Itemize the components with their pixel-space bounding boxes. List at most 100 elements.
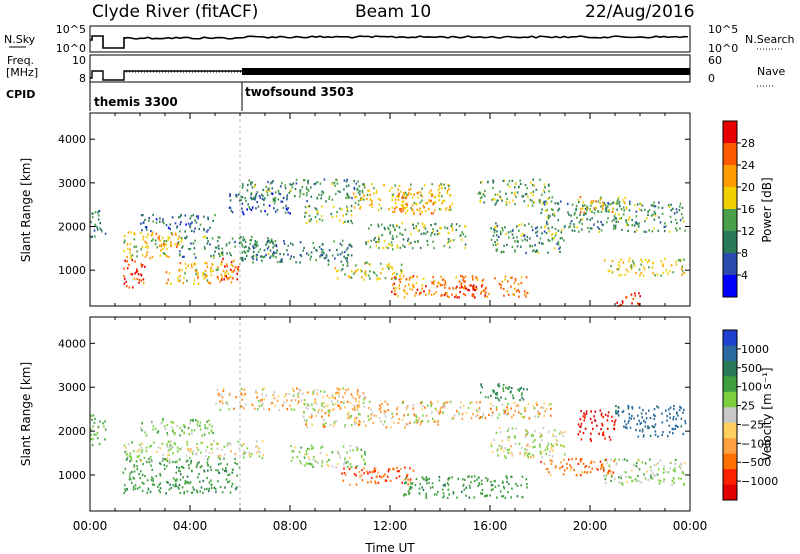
power-cell xyxy=(251,186,254,189)
power-cell xyxy=(401,270,403,273)
power-cell xyxy=(203,227,205,230)
power-cell xyxy=(495,248,498,251)
velocity-cell xyxy=(384,400,387,403)
velocity-cell xyxy=(438,412,441,415)
velocity-cell xyxy=(136,455,139,458)
power-cell xyxy=(681,206,684,209)
power-cell xyxy=(660,260,662,263)
power-cell xyxy=(96,226,99,229)
velocity-cell xyxy=(653,464,656,467)
velocity-cell xyxy=(525,478,528,481)
power-cell xyxy=(308,214,311,217)
power-cell xyxy=(243,238,246,241)
velocity-cell xyxy=(473,496,476,499)
velocity-cell xyxy=(305,419,308,422)
power-cell xyxy=(517,240,519,243)
power-cell xyxy=(345,196,347,200)
velocity-cell xyxy=(153,483,155,486)
power-cell xyxy=(547,227,550,230)
power-cell xyxy=(140,274,143,277)
velocity-cell xyxy=(364,453,366,456)
power-cell xyxy=(171,233,174,236)
velocity-cell xyxy=(168,458,171,461)
velocity-cell xyxy=(507,451,510,455)
power-cell xyxy=(634,230,636,233)
power-cell xyxy=(632,297,635,300)
velocity-cell xyxy=(163,458,166,461)
colorbar-tick-label: 25 xyxy=(741,400,755,413)
power-cell xyxy=(365,274,368,277)
power-cell xyxy=(502,288,505,291)
velocity-cell xyxy=(633,464,635,467)
velocity-cell xyxy=(677,414,679,417)
velocity-cell xyxy=(125,450,128,453)
power-cell xyxy=(532,194,534,197)
velocity-cell xyxy=(225,467,227,470)
power-cell xyxy=(289,189,292,192)
power-cell xyxy=(680,212,683,216)
power-cell xyxy=(281,182,283,185)
velocity-cell xyxy=(361,456,363,459)
velocity-cell xyxy=(161,420,164,423)
power-cell xyxy=(496,199,498,202)
velocity-cell xyxy=(606,471,609,474)
power-cell xyxy=(417,229,420,232)
power-cell xyxy=(540,242,543,245)
power-cell xyxy=(194,263,197,266)
power-cell xyxy=(162,247,164,250)
power-cell xyxy=(570,214,572,217)
power-cell xyxy=(204,269,207,272)
power-cell xyxy=(259,248,262,251)
power-cell xyxy=(271,187,274,190)
power-cell xyxy=(179,215,182,218)
power-cell xyxy=(531,245,534,248)
velocity-cell xyxy=(562,473,565,476)
power-cell xyxy=(195,270,198,273)
power-cell xyxy=(229,193,231,196)
velocity-cell xyxy=(364,424,367,427)
velocity-cell xyxy=(199,466,202,469)
velocity-cell xyxy=(626,459,628,462)
power-cell xyxy=(256,258,258,261)
velocity-cell xyxy=(346,413,349,416)
power-cell xyxy=(432,283,435,286)
velocity-cell xyxy=(435,409,438,412)
power-cell xyxy=(635,215,638,218)
power-cell xyxy=(543,203,546,206)
velocity-cell xyxy=(201,465,203,468)
power-cell xyxy=(192,214,195,217)
velocity-cell xyxy=(623,425,625,428)
velocity-cell xyxy=(575,457,577,460)
power-cell xyxy=(597,226,599,229)
power-cell xyxy=(357,191,360,194)
power-cell xyxy=(388,208,390,211)
velocity-cell xyxy=(174,485,176,488)
velocity-cell xyxy=(514,442,517,445)
velocity-cell xyxy=(579,418,582,421)
power-cell xyxy=(255,256,258,259)
power-cell xyxy=(411,204,414,207)
velocity-cell xyxy=(199,428,202,431)
power-cell xyxy=(307,180,309,184)
velocity-cell xyxy=(136,450,139,453)
power-cell xyxy=(133,238,136,241)
velocity-cell xyxy=(311,393,314,396)
velocity-cell xyxy=(196,462,199,465)
velocity-cell xyxy=(367,481,369,484)
power-cell xyxy=(226,265,228,268)
velocity-cell xyxy=(243,450,245,453)
power-cell xyxy=(254,198,256,201)
velocity-cell xyxy=(581,471,583,474)
power-cell xyxy=(279,260,281,263)
power-cell xyxy=(129,242,132,246)
velocity-cell xyxy=(290,444,292,448)
velocity-cell xyxy=(292,387,294,391)
power-cell xyxy=(91,216,94,219)
velocity-cell xyxy=(672,418,674,421)
velocity-cell xyxy=(170,448,172,451)
power-cell xyxy=(642,274,645,277)
freq-label-line1: Freq. xyxy=(7,54,34,67)
velocity-cell xyxy=(221,396,224,399)
power-cell xyxy=(361,183,364,186)
velocity-cell xyxy=(206,458,209,461)
